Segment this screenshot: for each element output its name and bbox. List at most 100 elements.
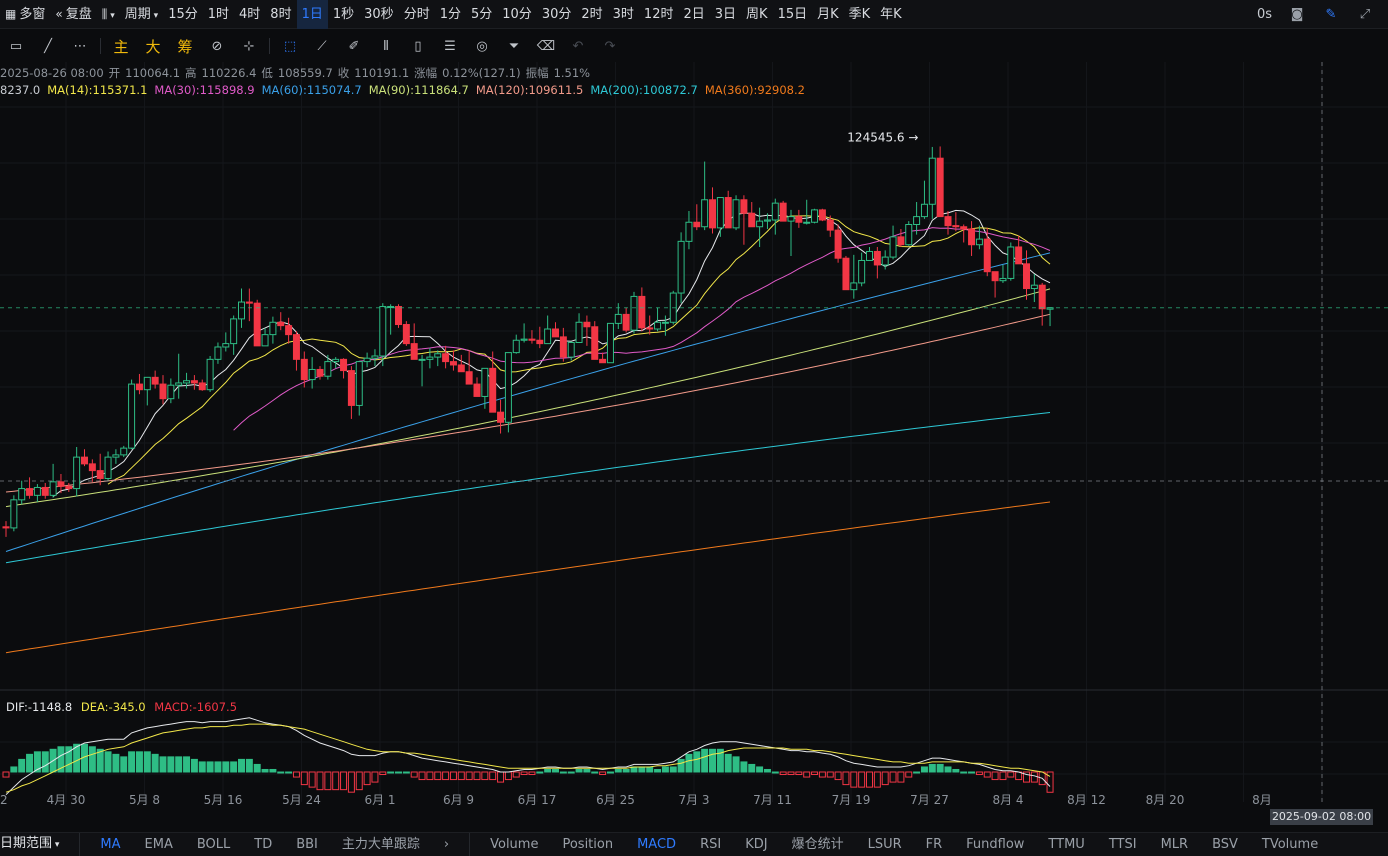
indicator-tab[interactable]: MACD <box>637 836 677 852</box>
candle-body <box>575 321 583 343</box>
line-tool-icon[interactable]: ╱ <box>44 38 52 54</box>
candle-body <box>88 463 96 472</box>
interval-18[interactable]: 15日 <box>777 6 808 22</box>
indicator-tab[interactable]: 爆仓统计 <box>791 836 844 852</box>
chips-toggle[interactable]: 筹 <box>177 37 193 56</box>
indicator-tab[interactable]: BBI <box>296 836 318 852</box>
macd-histogram-bar <box>88 746 96 773</box>
magic-icon[interactable]: ◎ <box>476 38 488 54</box>
big-order-toggle[interactable]: 大 <box>145 37 161 56</box>
indicator-tab[interactable]: TD <box>254 836 273 852</box>
interval-20[interactable]: 季K <box>848 6 871 22</box>
brush-icon[interactable]: ✐ <box>348 38 360 54</box>
interval-13[interactable]: 3时 <box>612 6 634 22</box>
date-range-dropdown[interactable]: 日期范围 ▾ <box>0 836 60 851</box>
interval-14[interactable]: 12时 <box>643 6 674 22</box>
macd-histogram-bar <box>999 771 1007 781</box>
indicator-tab[interactable]: TTSI <box>1108 836 1137 852</box>
interval-4[interactable]: 1日 <box>296 0 328 29</box>
candles-compare-icon[interactable]: ⫴ <box>383 38 389 54</box>
indicator-settings-icon[interactable]: ⊘ <box>211 38 223 54</box>
interval-11[interactable]: 30分 <box>541 6 572 22</box>
clipboard-icon[interactable]: ▯ <box>414 38 422 54</box>
main-indicator-toggle[interactable]: 主 <box>113 37 129 56</box>
interval-9[interactable]: 5分 <box>470 6 493 22</box>
period-dropdown[interactable]: 周期 ▾ <box>124 6 159 22</box>
interval-1[interactable]: 1时 <box>207 6 230 22</box>
indicator-tab[interactable]: FR <box>925 836 943 852</box>
indicator-tab[interactable]: 主力大单跟踪 <box>341 836 420 852</box>
candle-body <box>206 358 214 391</box>
camera-icon[interactable]: ◙ <box>1290 6 1304 22</box>
macd-histogram-bar <box>41 751 49 773</box>
undo-icon[interactable]: ↶ <box>572 38 584 54</box>
chevron-right-icon[interactable]: › <box>443 836 450 852</box>
ruler-icon[interactable]: ⟋ <box>317 38 327 54</box>
macd-histogram-bar <box>559 771 567 774</box>
macd-histogram-bar <box>473 771 481 781</box>
interval-3[interactable]: 8时 <box>270 6 292 22</box>
interval-8[interactable]: 1分 <box>439 6 461 22</box>
redo-icon[interactable]: ↷ <box>604 38 616 54</box>
multi-window-button[interactable]: ▦ 多窗 <box>0 0 50 29</box>
trash-icon[interactable]: ⌫ <box>536 38 556 54</box>
interval-5[interactable]: 1秒 <box>332 6 355 22</box>
indicator-tab[interactable]: EMA <box>144 836 173 852</box>
rectangle-tool-icon[interactable]: ▭ <box>9 38 23 54</box>
candle-body <box>913 216 921 225</box>
interval-15[interactable]: 2日 <box>683 6 705 22</box>
chevron-down-icon: ▾ <box>110 10 115 21</box>
candle-body <box>826 219 834 231</box>
interval-19[interactable]: 月K <box>817 6 839 22</box>
more-tools-icon[interactable]: ⋯ <box>73 38 87 54</box>
pen-icon[interactable]: ✎ <box>1325 6 1337 22</box>
filter-icon[interactable]: ⏷ <box>508 38 520 54</box>
macd-histogram-bar <box>245 758 253 773</box>
ruler-cross-icon[interactable]: ⊹ <box>243 38 255 54</box>
indicator-tab[interactable]: Fundflow <box>966 836 1025 852</box>
interval-10[interactable]: 10分 <box>502 6 532 22</box>
interval-21[interactable]: 年K <box>880 6 902 22</box>
divider <box>469 832 471 856</box>
candle-body <box>811 209 819 223</box>
macd-histogram-bar <box>575 768 583 773</box>
interval-2[interactable]: 4时 <box>239 6 261 22</box>
indicator-tab[interactable]: BOLL <box>196 836 231 852</box>
candle-body <box>834 229 842 259</box>
indicator-tab[interactable]: TTMU <box>1048 836 1085 852</box>
candle-body <box>1015 246 1023 265</box>
macd-histogram-bar <box>685 753 693 773</box>
interval-7[interactable]: 分时 <box>403 6 430 22</box>
candle-body <box>795 216 803 223</box>
interval-6[interactable]: 30秒 <box>364 6 394 22</box>
candle-body <box>395 306 402 326</box>
indicator-tab[interactable]: LSUR <box>867 836 902 852</box>
macd-histogram-bar <box>332 771 340 791</box>
indicator-tab[interactable]: TVolume <box>1261 836 1319 852</box>
indicator-tab[interactable]: MA <box>100 836 121 852</box>
expand-icon[interactable]: ⤢ <box>1359 6 1371 22</box>
price-chart[interactable]: 124545.6 → 2 4月 30 5月 8 5月 16 5月 24 6月 1 6月 9 6月… <box>0 62 1388 808</box>
interval-17[interactable]: 周K <box>746 6 768 22</box>
indicator-tab[interactable]: KDJ <box>745 836 768 852</box>
indicator-tab[interactable]: RSI <box>700 836 722 852</box>
chart-type-button[interactable]: ⫼ ▾ <box>97 0 120 29</box>
open-value: 110064.1 <box>125 66 181 80</box>
indicator-tab[interactable]: Position <box>562 836 614 852</box>
candle-body <box>991 271 999 282</box>
indicator-tab[interactable]: BSV <box>1212 836 1238 852</box>
note-icon[interactable]: ☰ <box>444 38 456 54</box>
macd-histogram-bar <box>1046 771 1054 793</box>
select-cursor-icon[interactable]: ⬚ <box>283 38 297 54</box>
indicator-tab[interactable]: MLR <box>1160 836 1189 852</box>
interval-0[interactable]: 15分 <box>168 6 198 22</box>
macd-histogram-bar <box>622 768 630 773</box>
candle-body <box>944 216 952 227</box>
ma60-line <box>5 252 1051 552</box>
interval-16[interactable]: 3日 <box>714 6 737 22</box>
replay-button[interactable]: «复盘 <box>50 0 96 29</box>
candle-body <box>151 376 159 385</box>
interval-12[interactable]: 2时 <box>581 6 603 22</box>
indicator-bar: 日期范围 ▾ MA EMA BOLL TD BBI 主力大单跟踪 › Volume Posi… <box>0 832 1388 856</box>
indicator-tab[interactable]: Volume <box>490 836 539 852</box>
